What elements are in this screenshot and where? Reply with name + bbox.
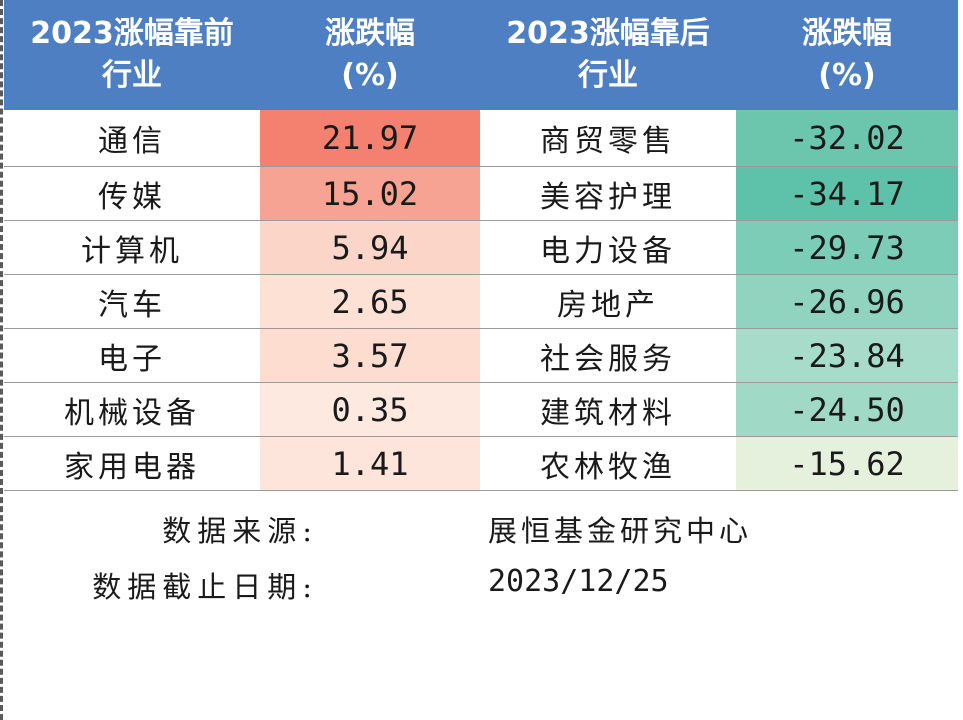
left-dashed-border [0, 0, 3, 720]
header-top-change-line1: 涨跌幅 [325, 16, 415, 51]
top-industry-cell: 机械设备 [4, 382, 260, 437]
top-industry-cell: 通信 [4, 110, 260, 167]
data-source-label: 数据来源: [162, 514, 318, 548]
top-industry-cell: 电子 [4, 328, 260, 383]
data-date-label: 数据截止日期: [92, 570, 318, 604]
bottom-change-cell: -26.96 [736, 274, 958, 329]
top-change-cell: 2.65 [260, 274, 480, 329]
header-top-industry-line1: 2023涨幅靠前 [30, 16, 234, 51]
header-top-industry: 2023涨幅靠前 行业 [4, 0, 260, 110]
header-bottom-industry: 2023涨幅靠后 行业 [480, 0, 736, 110]
top-industry-cell: 计算机 [4, 220, 260, 275]
header-bottom-change: 涨跌幅 (%) [736, 0, 958, 110]
header-bottom-industry-line2: 行业 [578, 58, 638, 93]
table-row: 家用电器 1.41 农林牧渔 -15.62 [4, 436, 958, 491]
industry-performance-table: 2023涨幅靠前 行业 涨跌幅 (%) 2023涨幅靠后 行业 涨跌幅 (%) [4, 0, 958, 491]
top-change-cell: 3.57 [260, 328, 480, 383]
top-change-cell: 0.35 [260, 382, 480, 437]
header-bottom-industry-line1: 2023涨幅靠后 [506, 16, 710, 51]
data-date-value: 2023/12/25 [488, 564, 669, 599]
bottom-industry-cell: 建筑材料 [480, 382, 736, 437]
top-industry-cell: 家用电器 [4, 436, 260, 491]
bottom-change-cell: -15.62 [736, 436, 958, 491]
data-source-value: 展恒基金研究中心 [488, 514, 753, 548]
header-bottom-change-line2: (%) [818, 58, 876, 93]
bottom-industry-cell: 社会服务 [480, 328, 736, 383]
bottom-industry-cell: 商贸零售 [480, 110, 736, 167]
table-header-row: 2023涨幅靠前 行业 涨跌幅 (%) 2023涨幅靠后 行业 涨跌幅 (%) [4, 0, 958, 110]
header-bottom-change-line1: 涨跌幅 [802, 16, 892, 51]
bottom-change-cell: -32.02 [736, 110, 958, 167]
bottom-industry-cell: 农林牧渔 [480, 436, 736, 491]
table-row: 计算机 5.94 电力设备 -29.73 [4, 220, 958, 275]
header-top-change-line2: (%) [341, 58, 399, 93]
top-change-cell: 21.97 [260, 110, 480, 167]
table-row: 通信 21.97 商贸零售 -32.02 [4, 110, 958, 167]
table-row: 电子 3.57 社会服务 -23.84 [4, 328, 958, 383]
data-source-line: 数据来源: 展恒基金研究中心 [4, 500, 958, 556]
top-industry-cell: 汽车 [4, 274, 260, 329]
bottom-industry-cell: 电力设备 [480, 220, 736, 275]
table-row: 机械设备 0.35 建筑材料 -24.50 [4, 382, 958, 437]
header-top-change: 涨跌幅 (%) [260, 0, 480, 110]
header-top-industry-line2: 行业 [102, 58, 162, 93]
bottom-change-cell: -24.50 [736, 382, 958, 437]
industry-performance-sheet: 2023涨幅靠前 行业 涨跌幅 (%) 2023涨幅靠后 行业 涨跌幅 (%) [4, 0, 958, 491]
bottom-change-cell: -34.17 [736, 166, 958, 221]
bottom-change-cell: -29.73 [736, 220, 958, 275]
bottom-industry-cell: 美容护理 [480, 166, 736, 221]
table-row: 汽车 2.65 房地产 -26.96 [4, 274, 958, 329]
top-change-cell: 5.94 [260, 220, 480, 275]
data-date-line: 数据截止日期: 2023/12/25 [4, 556, 958, 612]
table-footer: 数据来源: 展恒基金研究中心 数据截止日期: 2023/12/25 [4, 500, 958, 612]
top-change-cell: 1.41 [260, 436, 480, 491]
bottom-change-cell: -23.84 [736, 328, 958, 383]
table-row: 传媒 15.02 美容护理 -34.17 [4, 166, 958, 221]
bottom-industry-cell: 房地产 [480, 274, 736, 329]
top-change-cell: 15.02 [260, 166, 480, 221]
top-industry-cell: 传媒 [4, 166, 260, 221]
